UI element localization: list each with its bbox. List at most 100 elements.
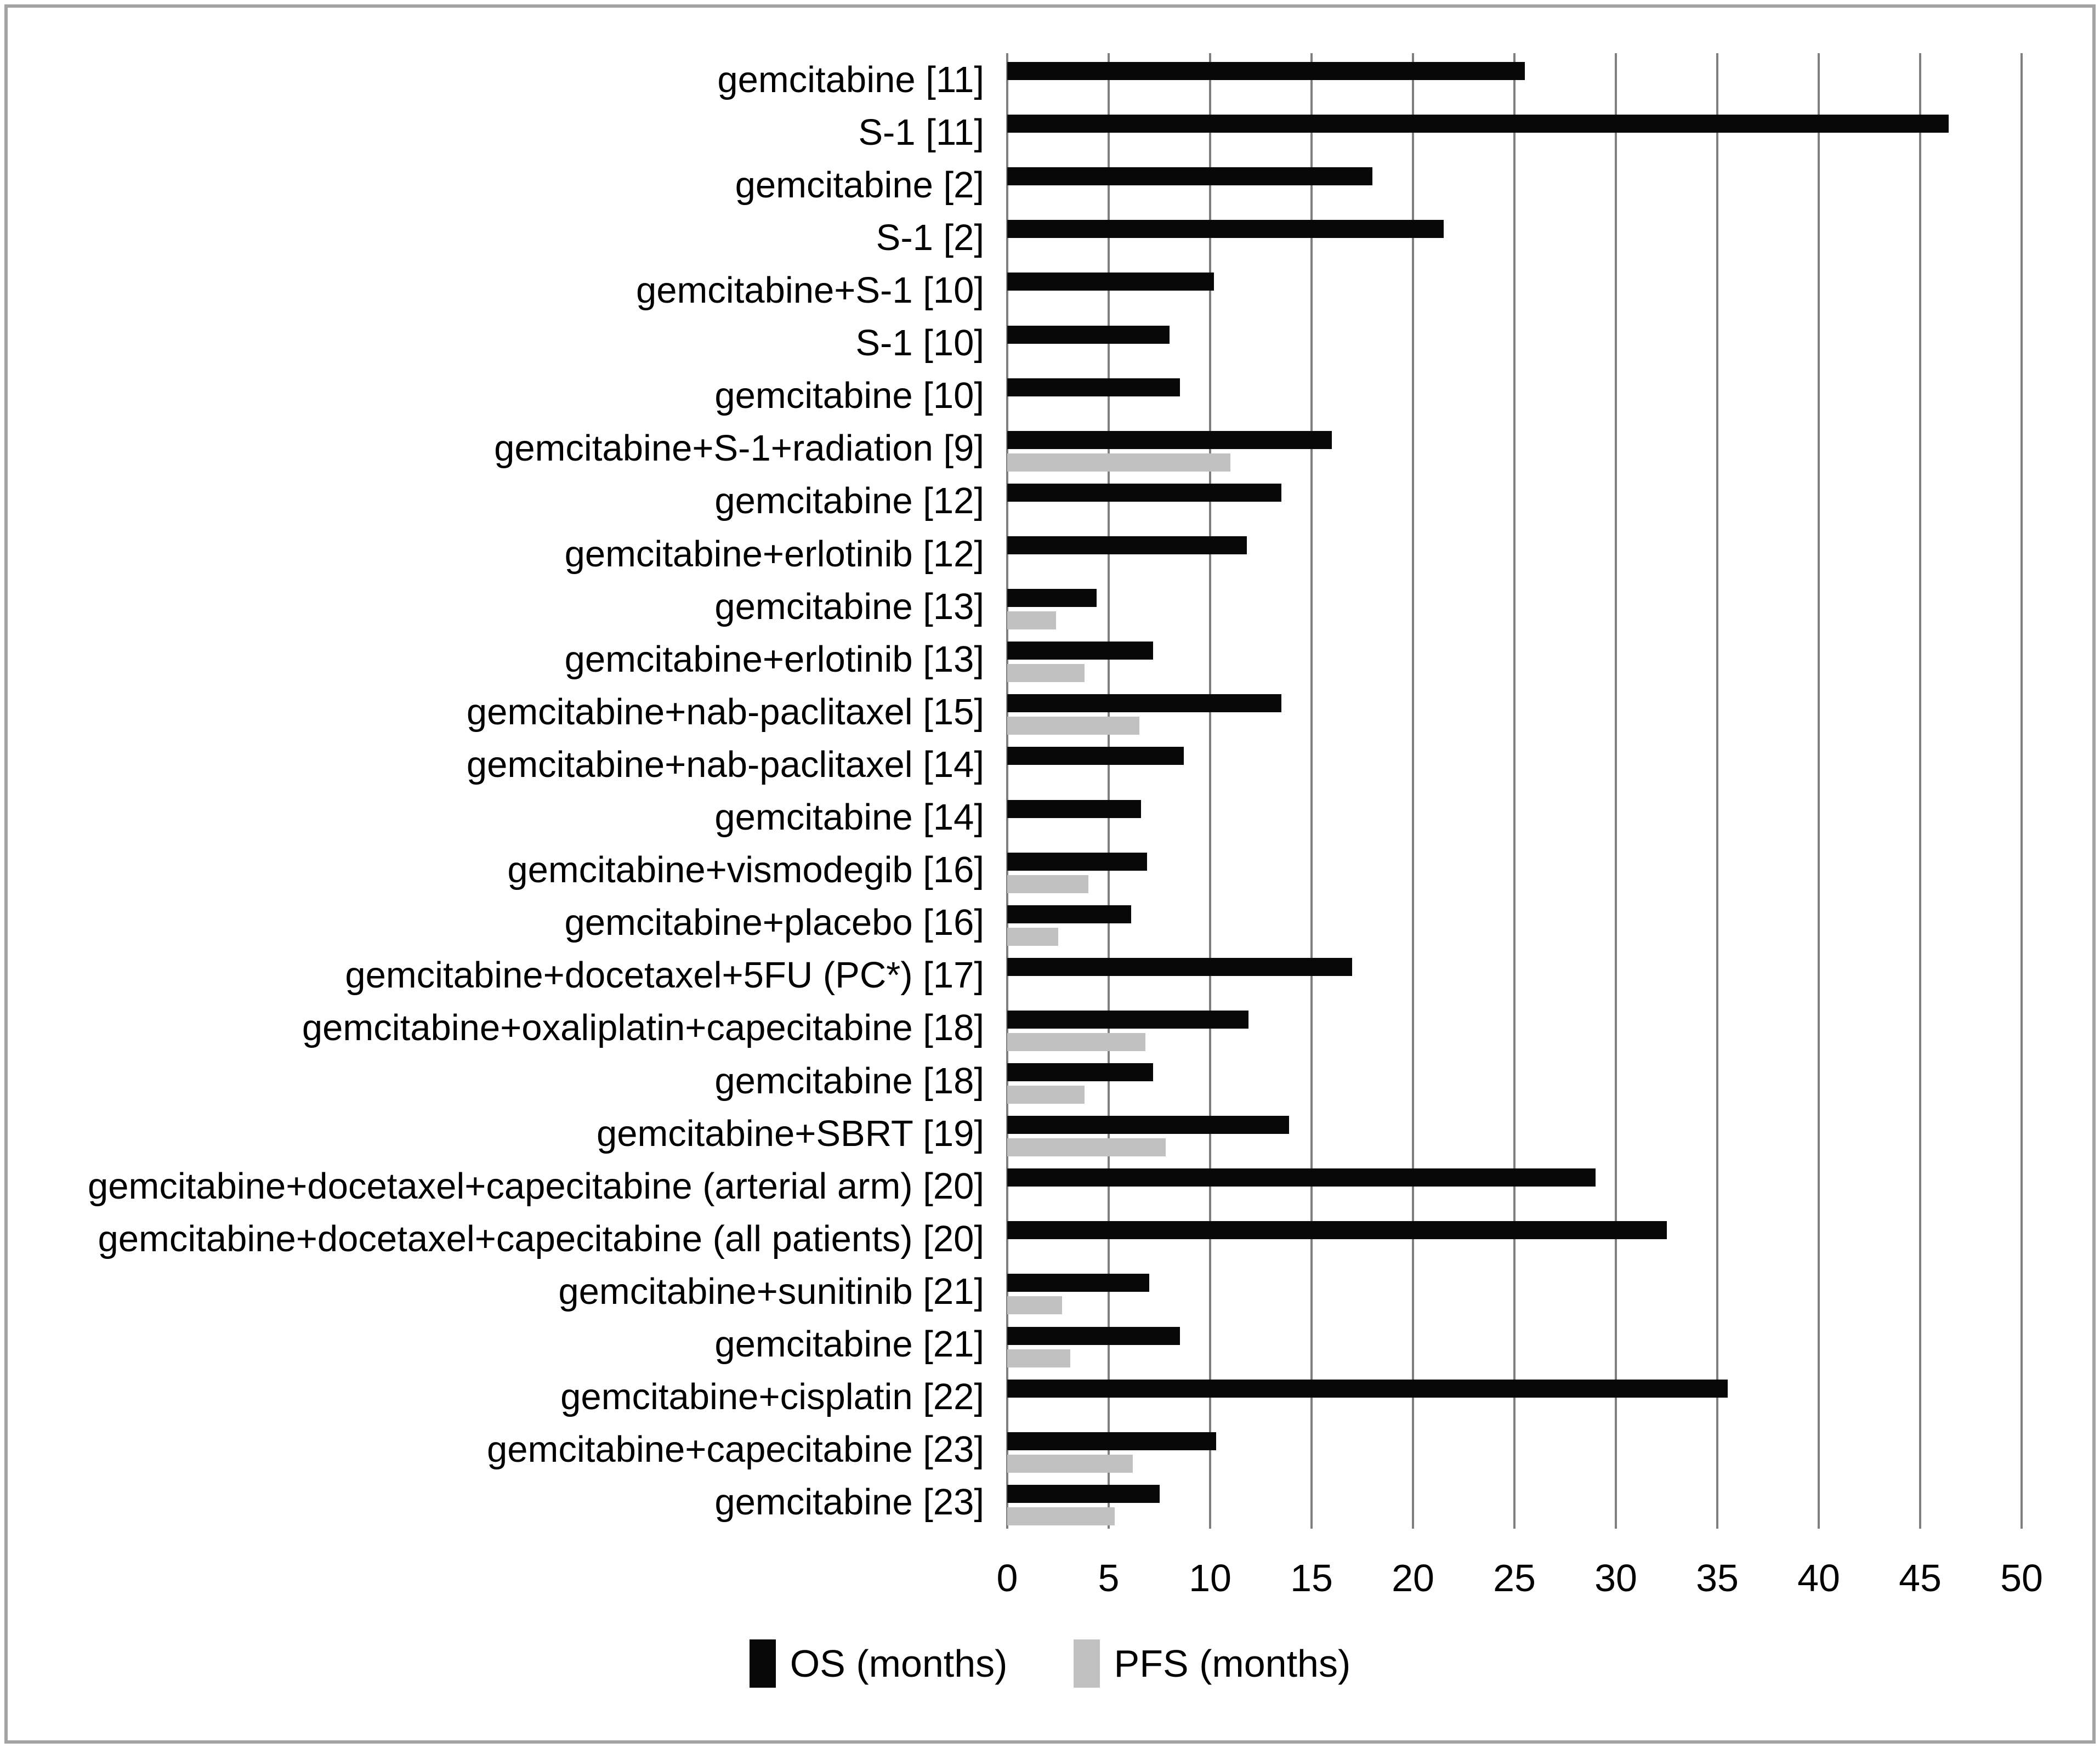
os-bar-18 xyxy=(1007,1010,1249,1029)
pfs-bar-15 xyxy=(1007,875,1088,893)
category-label-1: S-1 [11] xyxy=(858,111,984,153)
pfs-bar-23 xyxy=(1007,1296,1062,1315)
gridline-x-40 xyxy=(1818,53,1820,1529)
pfs-bar-16 xyxy=(1007,927,1058,946)
figure-border xyxy=(4,4,2096,1744)
pfs-bar-19 xyxy=(1007,1086,1085,1104)
os-bar-15 xyxy=(1007,852,1148,871)
os-series-swatch-icon xyxy=(749,1639,776,1688)
x-tick-label-30: 30 xyxy=(1594,1557,1637,1599)
gridline-x-0 xyxy=(1006,53,1008,1529)
x-tick-label-0: 0 xyxy=(996,1557,1018,1599)
x-tick-label-5: 5 xyxy=(1098,1557,1120,1599)
os-bar-6 xyxy=(1007,378,1180,396)
os-bar-3 xyxy=(1007,220,1444,239)
category-label-7: gemcitabine+S-1+radiation [9] xyxy=(494,428,984,469)
category-label-21: gemcitabine+docetaxel+capecitabine (arte… xyxy=(88,1165,984,1207)
os-bar-4 xyxy=(1007,273,1214,291)
category-label-14: gemcitabine [14] xyxy=(714,797,984,838)
legend-item-os: OS (months) xyxy=(749,1639,1008,1688)
category-label-15: gemcitabine+vismodegib [16] xyxy=(507,849,984,891)
gridline-x-25 xyxy=(1513,53,1516,1529)
os-bar-13 xyxy=(1007,747,1184,765)
pfs-bar-7 xyxy=(1007,453,1230,472)
os-bar-27 xyxy=(1007,1484,1160,1503)
category-label-23: gemcitabine+sunitinib [21] xyxy=(558,1271,984,1312)
category-label-17: gemcitabine+docetaxel+5FU (PC*) [17] xyxy=(345,955,984,996)
pfs-bar-11 xyxy=(1007,664,1085,683)
category-label-10: gemcitabine [13] xyxy=(714,586,984,627)
pfs-series-swatch-icon xyxy=(1073,1639,1100,1688)
gridline-x-20 xyxy=(1412,53,1414,1529)
category-label-5: S-1 [10] xyxy=(855,322,984,364)
legend-item-pfs: PFS (months) xyxy=(1073,1639,1351,1688)
category-label-20: gemcitabine+SBRT [19] xyxy=(596,1113,984,1154)
category-label-9: gemcitabine+erlotinib [12] xyxy=(564,533,984,575)
pfs-bar-12 xyxy=(1007,717,1139,735)
os-bar-21 xyxy=(1007,1168,1596,1187)
os-bar-9 xyxy=(1007,536,1247,554)
pfs-bar-24 xyxy=(1007,1349,1070,1367)
os-bar-8 xyxy=(1007,483,1281,502)
os-bar-0 xyxy=(1007,62,1525,80)
gridline-x-50 xyxy=(2020,53,2023,1529)
category-label-4: gemcitabine+S-1 [10] xyxy=(635,269,984,311)
category-label-11: gemcitabine+erlotinib [13] xyxy=(564,638,984,680)
pfs-bar-20 xyxy=(1007,1138,1166,1157)
gridline-x-5 xyxy=(1108,53,1110,1529)
pfs-bar-10 xyxy=(1007,611,1056,630)
legend-label-pfs: PFS (months) xyxy=(1114,1642,1351,1685)
category-label-3: S-1 [2] xyxy=(876,217,984,258)
pfs-bar-27 xyxy=(1007,1507,1115,1525)
category-label-0: gemcitabine [11] xyxy=(717,59,984,100)
category-label-6: gemcitabine [10] xyxy=(714,375,984,417)
gridline-x-30 xyxy=(1615,53,1617,1529)
category-label-25: gemcitabine+cisplatin [22] xyxy=(560,1376,984,1418)
category-label-2: gemcitabine [2] xyxy=(735,164,984,206)
os-bar-26 xyxy=(1007,1432,1217,1450)
gridline-x-15 xyxy=(1310,53,1313,1529)
x-tick-label-45: 45 xyxy=(1899,1557,1942,1599)
category-label-16: gemcitabine+placebo [16] xyxy=(564,902,984,944)
category-label-27: gemcitabine [23] xyxy=(714,1482,984,1523)
os-bar-2 xyxy=(1007,167,1372,186)
category-label-18: gemcitabine+oxaliplatin+capecitabine [18… xyxy=(302,1007,984,1049)
pfs-bar-26 xyxy=(1007,1454,1133,1473)
legend: OS (months) PFS (months) xyxy=(0,1639,2100,1688)
gridline-x-45 xyxy=(1919,53,1921,1529)
os-bar-22 xyxy=(1007,1221,1667,1240)
os-bar-14 xyxy=(1007,799,1142,818)
os-bar-23 xyxy=(1007,1274,1149,1292)
x-tick-label-10: 10 xyxy=(1189,1557,1231,1599)
x-tick-label-15: 15 xyxy=(1290,1557,1333,1599)
os-bar-5 xyxy=(1007,325,1170,344)
category-label-22: gemcitabine+docetaxel+capecitabine (all … xyxy=(98,1218,984,1259)
gridline-x-35 xyxy=(1716,53,1718,1529)
x-tick-label-20: 20 xyxy=(1392,1557,1434,1599)
x-tick-label-40: 40 xyxy=(1797,1557,1840,1599)
legend-label-os: OS (months) xyxy=(790,1642,1008,1685)
os-bar-7 xyxy=(1007,430,1332,449)
os-bar-20 xyxy=(1007,1116,1290,1134)
category-label-26: gemcitabine+capecitabine [23] xyxy=(487,1429,984,1471)
x-tick-label-25: 25 xyxy=(1493,1557,1536,1599)
x-tick-label-50: 50 xyxy=(2000,1557,2043,1599)
category-label-13: gemcitabine+nab-paclitaxel [14] xyxy=(466,744,984,785)
pfs-bar-18 xyxy=(1007,1032,1145,1051)
os-bar-17 xyxy=(1007,957,1352,976)
os-bar-25 xyxy=(1007,1379,1728,1398)
x-tick-label-35: 35 xyxy=(1696,1557,1739,1599)
os-bar-16 xyxy=(1007,905,1131,923)
os-bar-1 xyxy=(1007,115,1949,133)
plot-area xyxy=(1006,53,2023,1529)
category-label-19: gemcitabine [18] xyxy=(714,1060,984,1102)
category-label-12: gemcitabine+nab-paclitaxel [15] xyxy=(466,691,984,733)
os-bar-24 xyxy=(1007,1326,1180,1345)
os-bar-19 xyxy=(1007,1063,1154,1082)
gridline-x-10 xyxy=(1209,53,1211,1529)
os-bar-10 xyxy=(1007,589,1097,608)
category-label-24: gemcitabine [21] xyxy=(714,1324,984,1365)
category-label-8: gemcitabine [12] xyxy=(714,480,984,522)
os-bar-11 xyxy=(1007,642,1154,660)
